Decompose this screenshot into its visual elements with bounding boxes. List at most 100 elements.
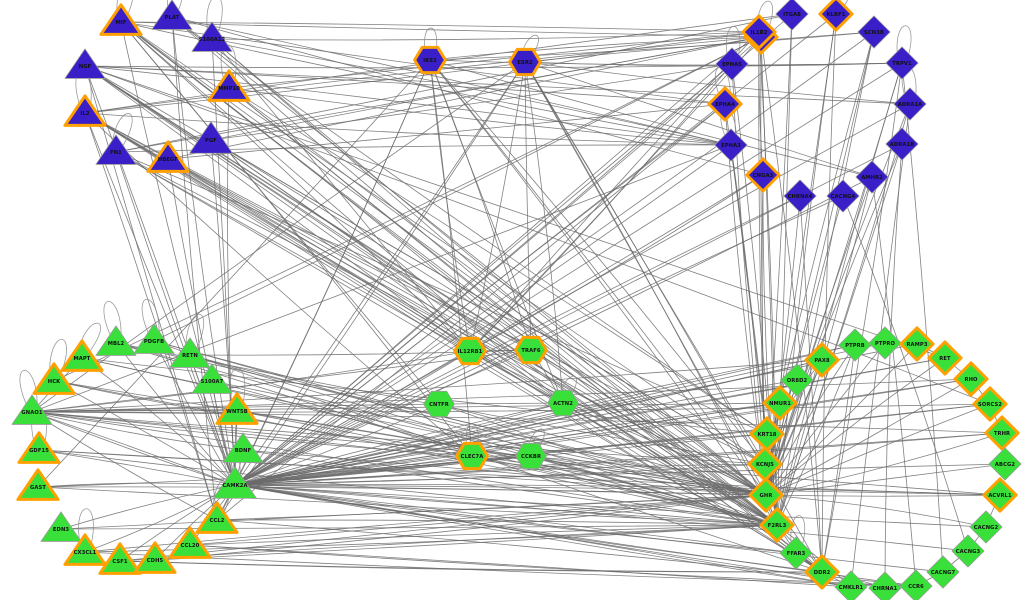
graph-node-mif[interactable]: MIF [99, 3, 143, 36]
diamond-node-shape[interactable] [780, 363, 814, 397]
graph-node-acvrl1[interactable]: ACVRL1 [982, 477, 1018, 513]
diamond-node-shape[interactable] [951, 534, 985, 568]
graph-node-epha3[interactable]: EPHA3 [714, 128, 748, 162]
triangle-node-shape[interactable] [151, 0, 193, 30]
triangle-node-shape[interactable] [64, 48, 106, 79]
graph-node-adra1a[interactable]: ADRA1A [893, 87, 927, 121]
diamond-node-shape[interactable] [953, 361, 989, 397]
graph-node-esr2[interactable]: ESR2 [508, 47, 542, 77]
graph-node-ret[interactable]: RET [927, 340, 963, 376]
triangle-node-shape[interactable] [32, 362, 76, 395]
diamond-node-shape[interactable] [783, 179, 817, 213]
triangle-node-shape[interactable] [207, 69, 251, 102]
triangle-node-shape[interactable] [191, 21, 233, 52]
diamond-node-shape[interactable] [804, 554, 840, 590]
graph-node-irs1[interactable]: IRS1 [413, 45, 447, 75]
diamond-node-shape[interactable] [834, 570, 868, 600]
diamond-node-shape[interactable] [826, 179, 860, 213]
graph-node-sorcs2[interactable]: SORCS2 [972, 386, 1008, 422]
nodes-layer[interactable]: MIFPLATS100A12NGFMMP10IL2FN1PGFHBEGFIRS1… [11, 0, 1022, 600]
triangle-node-shape[interactable] [63, 533, 107, 566]
triangle-node-shape[interactable] [11, 394, 53, 425]
diamond-node-shape[interactable] [749, 416, 785, 452]
triangle-node-shape[interactable] [222, 432, 264, 463]
graph-node-s100a12[interactable]: S100A12 [191, 21, 233, 52]
graph-node-trhr[interactable]: TRHR [984, 415, 1020, 451]
diamond-node-shape[interactable] [969, 510, 1003, 544]
triangle-node-shape[interactable] [98, 542, 142, 575]
triangle-node-shape[interactable] [16, 468, 60, 501]
triangle-node-shape[interactable] [133, 323, 175, 354]
graph-node-traf6[interactable]: TRAF6 [514, 335, 548, 365]
graph-node-clec7a[interactable]: CLEC7A [455, 441, 489, 471]
graph-node-plat[interactable]: PLAT [151, 0, 193, 30]
graph-node-itga8[interactable]: ITGA8 [775, 0, 809, 31]
graph-node-ccr6[interactable]: CCR6 [899, 569, 933, 600]
graph-node-chrna1[interactable]: CHRNA1 [868, 571, 902, 600]
graph-node-csf1[interactable]: CSF1 [98, 542, 142, 575]
graph-node-adra1b[interactable]: ADRA1B [885, 127, 919, 161]
graph-node-cacng7[interactable]: CACNG7 [926, 555, 960, 589]
graph-node-pdgfb[interactable]: PDGFB [133, 323, 175, 354]
diamond-node-shape[interactable] [838, 328, 872, 362]
diamond-node-shape[interactable] [984, 415, 1020, 451]
diamond-node-shape[interactable] [762, 385, 798, 421]
diamond-node-shape[interactable] [885, 127, 919, 161]
graph-node-cacng3[interactable]: CACNG3 [951, 534, 985, 568]
hexagon-node-shape[interactable] [514, 335, 548, 365]
hexagon-node-shape[interactable] [423, 390, 455, 418]
diamond-node-shape[interactable] [982, 477, 1018, 513]
diamond-node-shape[interactable] [759, 507, 795, 543]
triangle-node-shape[interactable] [95, 134, 137, 165]
diamond-node-shape[interactable] [741, 14, 777, 50]
triangle-node-shape[interactable] [17, 431, 61, 464]
graph-node-rho[interactable]: RHO [953, 361, 989, 397]
triangle-node-shape[interactable] [169, 337, 211, 368]
diamond-node-shape[interactable] [868, 571, 902, 600]
graph-node-gdf15[interactable]: GDF15 [17, 431, 61, 464]
hexagon-node-shape[interactable] [453, 336, 487, 366]
diamond-node-shape[interactable] [857, 15, 891, 49]
graph-node-gast[interactable]: GAST [16, 468, 60, 501]
graph-node-cacng4[interactable]: CACNG4 [826, 179, 860, 213]
diamond-node-shape[interactable] [818, 0, 854, 32]
graph-node-klrf1[interactable]: KLRF1 [818, 0, 854, 32]
graph-node-edn3[interactable]: EDN3 [40, 511, 82, 542]
graph-node-retn[interactable]: RETN [169, 337, 211, 368]
diamond-node-shape[interactable] [899, 326, 935, 362]
diamond-node-shape[interactable] [748, 477, 784, 513]
graph-node-gnao1[interactable]: GNAO1 [11, 394, 53, 425]
diamond-node-shape[interactable] [988, 447, 1022, 481]
triangle-node-shape[interactable] [215, 392, 259, 425]
hexagon-node-shape[interactable] [547, 389, 579, 417]
diamond-node-shape[interactable] [707, 86, 743, 122]
triangle-node-shape[interactable] [99, 3, 143, 36]
graph-node-krt18[interactable]: KRT18 [749, 416, 785, 452]
diamond-node-shape[interactable] [885, 46, 919, 80]
triangle-node-shape[interactable] [146, 140, 190, 173]
diamond-node-shape[interactable] [714, 128, 748, 162]
triangle-node-shape[interactable] [40, 511, 82, 542]
diamond-node-shape[interactable] [972, 386, 1008, 422]
triangle-node-shape[interactable] [213, 466, 257, 499]
graph-node-cacng2[interactable]: CACNG2 [969, 510, 1003, 544]
graph-node-ccl2[interactable]: CCL2 [195, 501, 239, 534]
hexagon-node-shape[interactable] [413, 45, 447, 75]
graph-node-mbl2[interactable]: MBL2 [95, 325, 137, 356]
triangle-node-shape[interactable] [191, 363, 233, 394]
graph-node-trpv1[interactable]: TRPV1 [885, 46, 919, 80]
graph-node-il12rb1[interactable]: IL12RB1 [453, 336, 487, 366]
hexagon-node-shape[interactable] [508, 47, 542, 77]
diamond-node-shape[interactable] [855, 160, 889, 194]
diamond-node-shape[interactable] [804, 342, 840, 378]
graph-node-ngf[interactable]: NGF [64, 48, 106, 79]
diamond-node-shape[interactable] [715, 47, 749, 81]
diamond-node-shape[interactable] [775, 0, 809, 31]
diamond-node-shape[interactable] [779, 536, 813, 570]
diamond-node-shape[interactable] [893, 87, 927, 121]
diamond-node-shape[interactable] [745, 157, 781, 193]
triangle-node-shape[interactable] [168, 526, 212, 559]
diamond-node-shape[interactable] [868, 326, 902, 360]
